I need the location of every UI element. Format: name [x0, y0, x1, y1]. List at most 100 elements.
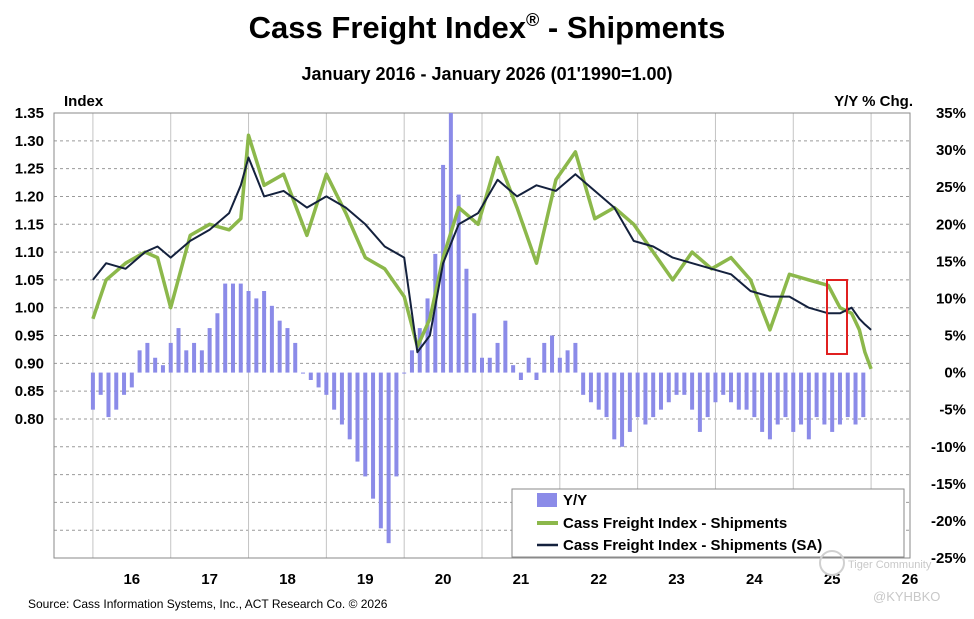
- yy-bar: [775, 372, 780, 425]
- yy-bar: [503, 320, 508, 373]
- right-tick-label: 20%: [936, 216, 966, 233]
- yy-bar: [464, 268, 469, 373]
- yy-bar: [511, 365, 516, 373]
- yy-bar: [487, 357, 492, 373]
- yy-bars: [90, 113, 866, 544]
- yy-bar: [791, 372, 796, 432]
- yy-bar: [277, 320, 282, 373]
- yy-bar: [339, 372, 344, 425]
- yy-bar: [425, 298, 430, 373]
- yy-bar: [472, 313, 477, 373]
- yy-bar: [347, 372, 352, 440]
- yy-bar: [371, 372, 376, 499]
- yy-bar: [98, 372, 103, 395]
- yy-bar: [588, 372, 593, 403]
- right-tick-label: 10%: [936, 290, 966, 307]
- series-line-sa: [92, 156, 872, 354]
- yy-bar: [550, 335, 555, 373]
- left-tick-label: 1.25: [15, 161, 44, 178]
- yy-bar: [402, 372, 407, 374]
- chart-subtitle: January 2016 - January 2026 (01'1990=1.0…: [301, 64, 672, 84]
- left-tick-label: 1.00: [15, 300, 44, 317]
- x-tick-label: 26: [902, 571, 919, 588]
- yy-bar: [324, 372, 329, 395]
- yy-bar: [176, 328, 181, 373]
- right-tick-label: -25%: [931, 550, 966, 567]
- x-tick-label: 19: [357, 571, 374, 588]
- yy-bar: [526, 357, 531, 373]
- right-tick-label: 35%: [936, 105, 966, 122]
- yy-bar: [573, 342, 578, 373]
- yy-bar: [612, 372, 617, 440]
- yy-bar: [651, 372, 656, 418]
- watermark-community: Tiger Community: [848, 559, 932, 571]
- right-tick-label: 25%: [936, 179, 966, 196]
- yy-bar: [799, 372, 804, 425]
- right-tick-label: -15%: [931, 476, 966, 493]
- left-tick-label: 0.80: [15, 411, 44, 428]
- yy-bar: [238, 283, 243, 373]
- x-tick-label: 24: [746, 571, 763, 588]
- chart-title: Cass Freight Index® - Shipments: [249, 10, 726, 45]
- yy-bar: [534, 372, 539, 380]
- yy-bar: [565, 350, 570, 373]
- yy-bar: [518, 372, 523, 380]
- left-axis-label: Index: [64, 93, 104, 110]
- legend-label-sa: Cass Freight Index - Shipments (SA): [563, 537, 822, 554]
- yy-bar: [627, 372, 632, 432]
- yy-bar: [160, 365, 165, 373]
- yy-bar: [767, 372, 772, 440]
- yy-bar: [378, 372, 383, 529]
- yy-bar: [604, 372, 609, 418]
- yy-bar: [682, 372, 687, 395]
- yy-bar: [262, 291, 267, 373]
- yy-bar: [690, 372, 695, 410]
- yy-bar: [853, 372, 858, 425]
- right-tick-label: 15%: [936, 253, 966, 270]
- yy-bar: [744, 372, 749, 410]
- x-tick-label: 23: [668, 571, 685, 588]
- yy-bar: [269, 305, 274, 373]
- watermark-handle: @KYHBKO: [873, 589, 940, 604]
- left-tick-label: 1.20: [15, 188, 44, 205]
- yy-bar: [363, 372, 368, 477]
- source-note: Source: Cass Information Systems, Inc., …: [28, 597, 388, 611]
- x-tick-label: 21: [513, 571, 530, 588]
- yy-bar: [666, 372, 671, 403]
- x-tick-label: 20: [435, 571, 452, 588]
- right-tick-label: -10%: [931, 439, 966, 456]
- yy-bar: [861, 372, 866, 418]
- x-tick-labels: 16 17 18 19 20 21 22 23 24 25 26: [123, 571, 918, 588]
- right-axis-label: Y/Y % Chg.: [834, 93, 913, 110]
- legend-label-nsa: Cass Freight Index - Shipments: [563, 515, 787, 532]
- yy-bar: [557, 357, 562, 373]
- yy-bar: [713, 372, 718, 403]
- x-tick-label: 22: [590, 571, 607, 588]
- yy-bar: [837, 372, 842, 425]
- yy-bar: [596, 372, 601, 410]
- yy-bar: [814, 372, 819, 418]
- left-tick-label: 0.85: [15, 383, 44, 400]
- yy-bar: [581, 372, 586, 395]
- right-tick-label: -20%: [931, 513, 966, 530]
- yy-bar: [394, 372, 399, 477]
- yy-bar: [192, 342, 197, 373]
- plot-frame: [53, 112, 911, 559]
- yy-bar: [783, 372, 788, 418]
- legend: Y/Y Cass Freight Index - Shipments Cass …: [511, 488, 905, 558]
- yy-bar: [830, 372, 835, 432]
- left-tick-labels: 1.35 1.30 1.25 1.20 1.15 1.10 1.05 1.00 0.95 0.90…: [15, 105, 44, 428]
- yy-bar: [409, 350, 414, 373]
- yy-bar: [301, 372, 306, 374]
- yy-bar: [760, 372, 765, 432]
- yy-bar: [845, 372, 850, 418]
- yy-bar: [254, 298, 259, 373]
- series-line-nsa: [91, 133, 873, 370]
- tiger-logo-icon: [819, 550, 845, 576]
- yy-bar: [129, 372, 134, 388]
- x-tick-label: 17: [201, 571, 218, 588]
- yy-bar: [635, 372, 640, 418]
- yy-bar: [153, 357, 158, 373]
- yy-bar: [495, 342, 500, 373]
- yy-bar: [752, 372, 757, 418]
